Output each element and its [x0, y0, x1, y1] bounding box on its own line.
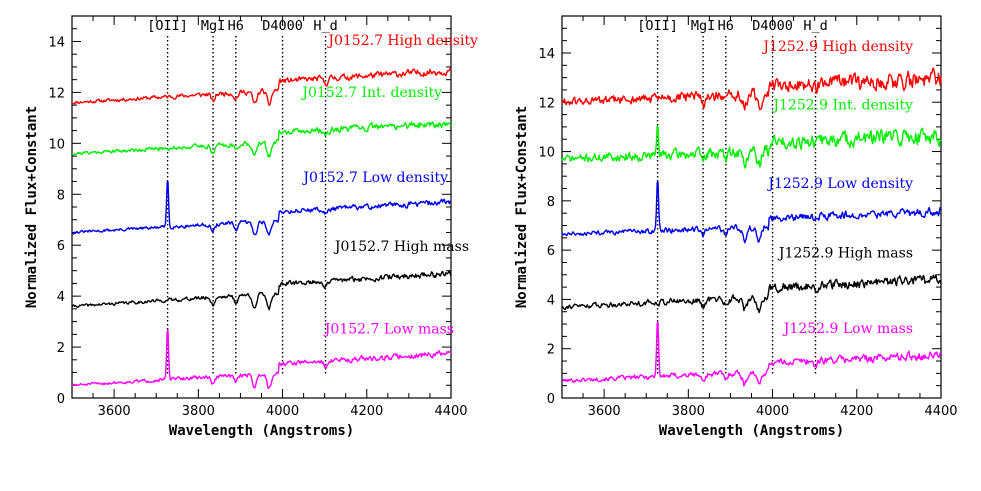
x-tick-label: 4400 — [924, 404, 957, 419]
y-tick-label: 2 — [547, 343, 555, 358]
chart-panel-1: 3600 3800 4000 4200 4400 0 2 4 6 8 10 12 14 Wavelengt… — [24, 15, 478, 439]
feature-label-mgi: MgI — [691, 18, 715, 34]
x-axis-title: Wavelength (Angstroms) — [659, 423, 844, 439]
x-tick-label: 3800 — [182, 404, 215, 419]
feature-label-h-d: H_d — [313, 18, 337, 34]
series-line-j0152-7-high-density — [71, 67, 452, 107]
y-tick-label: 4 — [547, 293, 555, 308]
y-tick-label: 6 — [547, 244, 555, 259]
series-label-j0152-7-low-mass: J0152.7 Low mass — [323, 321, 454, 337]
y-axis-title: Normalized Flux+Constant — [514, 106, 530, 308]
series-line-j1252-9-int-density — [561, 125, 942, 169]
series-label-j0152-7-int-density: J0152.7 Int. density — [300, 85, 442, 101]
feature-label-h-d: H_d — [803, 18, 827, 34]
series-line-j0152-7-low-mass — [71, 329, 452, 389]
feature-label-h6: H6 — [718, 18, 734, 34]
y-tick-label: 6 — [57, 239, 65, 254]
series-label-j0152-7-low-density: J0152.7 Low density — [301, 170, 448, 186]
y-tick-label: 2 — [57, 341, 65, 356]
series-label-j1252-9-low-density: J1252.9 Low density — [766, 176, 913, 192]
feature-label-d4000: D4000 — [752, 18, 793, 34]
series-line-j1252-9-low-density — [561, 181, 942, 244]
series-line-j1252-9-high-mass — [561, 274, 942, 314]
chart-panel-2: 3600 3800 4000 4200 4400 0 2 4 6 8 10 12 14 Wavelengt… — [514, 15, 958, 439]
y-tick-label: 4 — [57, 290, 65, 305]
series-line-j0152-7-int-density — [71, 121, 452, 158]
series-label-j1252-9-int-density: J1252.9 Int. density — [771, 98, 913, 114]
y-tick-label: 10 — [538, 146, 555, 161]
series-line-j1252-9-low-mass — [561, 321, 942, 387]
x-tick-label: 3800 — [672, 404, 705, 419]
series-line-j0152-7-low-density — [71, 181, 452, 236]
x-tick-label: 4400 — [434, 404, 467, 419]
feature-label-mgi: MgI — [201, 18, 225, 34]
feature-label-oii: [OII] — [147, 18, 188, 34]
x-axis-title: Wavelength (Angstroms) — [169, 423, 354, 439]
feature-label-oii: [OII] — [637, 18, 678, 34]
x-tick-label: 3600 — [98, 404, 131, 419]
y-tick-label: 12 — [48, 86, 65, 101]
plot-frame — [71, 15, 452, 399]
y-tick-label: 0 — [547, 392, 555, 407]
y-tick-label: 8 — [57, 188, 65, 203]
y-tick-label: 14 — [538, 47, 555, 62]
series-label-j1252-9-high-mass: J1252.9 High mass — [777, 246, 913, 262]
y-tick-label: 0 — [57, 392, 65, 407]
series-label-j1252-9-low-mass: J1252.9 Low mass — [782, 321, 913, 337]
feature-label-h6: H6 — [228, 18, 244, 34]
series-label-j1252-9-high-density: J1252.9 High density — [761, 39, 913, 55]
series-label-j0152-7-high-mass: J0152.7 High mass — [333, 239, 469, 255]
x-tick-label: 4000 — [756, 404, 789, 419]
y-axis-title: Normalized Flux+Constant — [24, 106, 40, 308]
y-tick-label: 8 — [547, 195, 555, 210]
y-tick-label: 12 — [538, 96, 555, 111]
series-line-j1252-9-high-density — [561, 67, 942, 111]
series-label-j0152-7-high-density: J0152.7 High density — [326, 33, 478, 49]
x-tick-label: 4200 — [350, 404, 383, 419]
series-line-j0152-7-high-mass — [71, 270, 452, 311]
plot-frame — [561, 15, 942, 399]
y-tick-label: 14 — [48, 35, 65, 50]
y-tick-label: 10 — [48, 137, 65, 152]
x-tick-label: 4200 — [840, 404, 873, 419]
feature-label-d4000: D4000 — [262, 18, 303, 34]
x-tick-label: 3600 — [588, 404, 621, 419]
x-tick-label: 4000 — [266, 404, 299, 419]
